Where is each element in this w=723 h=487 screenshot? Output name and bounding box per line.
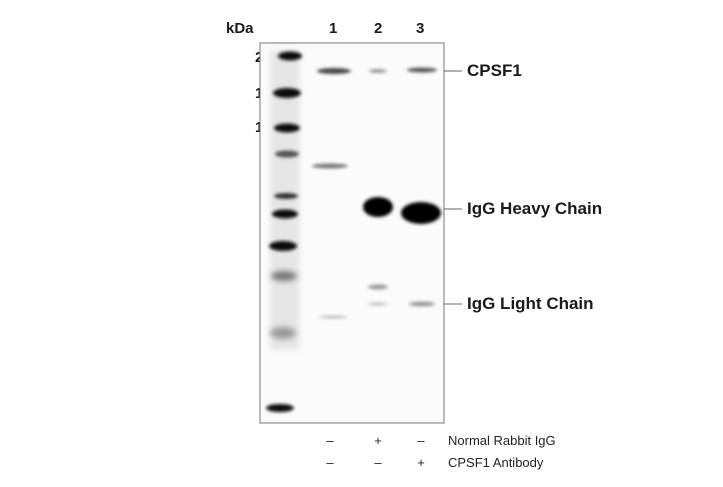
- lane-2-bands: [363, 69, 393, 306]
- condition-label-normal-rabbit-igg: Normal Rabbit IgG: [448, 433, 556, 448]
- lane-1-bands: [312, 68, 351, 319]
- lane-label-3: 3: [416, 20, 425, 37]
- condition-sign: –: [374, 455, 382, 470]
- condition-sign: –: [326, 455, 334, 470]
- ladder-lane: [266, 50, 302, 412]
- condition-label-cpsf1-antibody: CPSF1 Antibody: [448, 455, 544, 470]
- band-label-igg-light: IgG Light Chain: [467, 294, 594, 313]
- condition-sign: –: [417, 433, 425, 448]
- kda-label: kDa: [226, 20, 254, 37]
- band-label-igg-heavy: IgG Heavy Chain: [467, 199, 603, 218]
- condition-sign: +: [374, 433, 382, 448]
- lane-3-bands: [401, 67, 441, 307]
- lane-label-1: 1: [329, 20, 338, 37]
- condition-sign: +: [417, 455, 425, 470]
- band-label-cpsf1: CPSF1: [467, 61, 522, 80]
- lane-label-2: 2: [374, 20, 383, 37]
- condition-sign: –: [326, 433, 334, 448]
